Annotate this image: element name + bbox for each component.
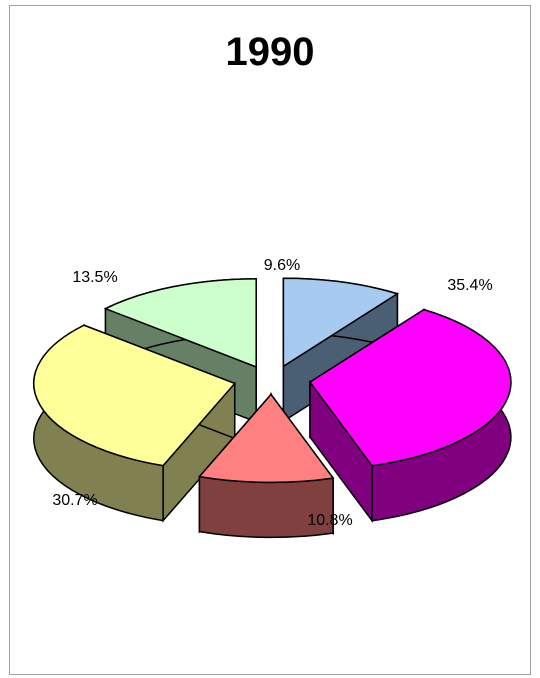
pie-data-label-1: 35.4% bbox=[447, 277, 492, 294]
pie-data-label-3: 30.7% bbox=[52, 492, 97, 509]
pie-slice-top-1 bbox=[308, 308, 512, 467]
pie-slice-3 bbox=[33, 324, 236, 523]
pie-slice-top-2 bbox=[197, 393, 335, 484]
pie-slice-top-3 bbox=[33, 324, 236, 467]
pie-data-label-2: 10.8% bbox=[307, 512, 352, 529]
pie-data-label-0: 9.6% bbox=[264, 257, 300, 274]
pie-slice-2 bbox=[197, 392, 335, 539]
chart-title: 1990 bbox=[225, 30, 315, 74]
pie-slice-1 bbox=[308, 308, 512, 524]
pie-data-label-4: 13.5% bbox=[72, 269, 117, 286]
pie-slice-top-4 bbox=[103, 278, 257, 368]
pie-slice-top-0 bbox=[282, 277, 400, 368]
